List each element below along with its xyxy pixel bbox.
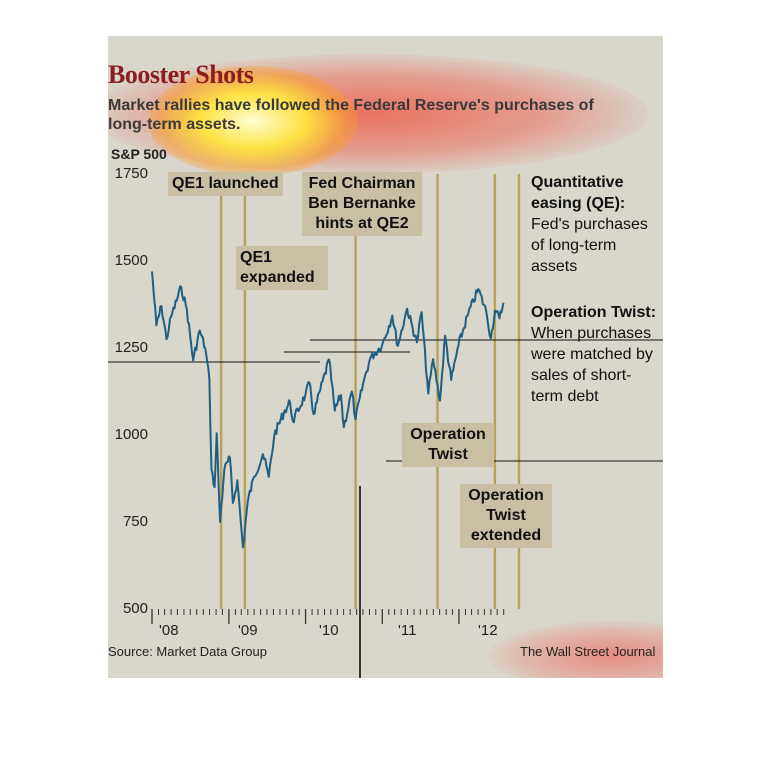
y-axis-label: S&P 500 [111,146,167,162]
chart-title: Booster Shots [108,60,254,89]
legend-twist-desc: When purchases were matched by sales of … [531,325,653,405]
publisher-credit: The Wall Street Journal [520,644,656,659]
series-line-sp500 [151,271,505,549]
annotation-qe1-launched: QE1 launched [168,172,283,196]
legend-qe-heading: Quantitative easing (QE): [531,174,626,212]
legend-twist-heading: Operation Twist: [531,304,657,321]
annotation-operation-twist-extended: Operation Twist extended [460,484,552,548]
legend-twist: Operation Twist: When purchases were mat… [531,302,659,407]
source-note: Source: Market Data Group [108,644,267,659]
x-tick-label: '09 [238,622,258,639]
x-tick-label: '12 [478,622,498,639]
legend-qe: Quantitative easing (QE): Fed's purchase… [531,172,659,277]
annotation-operation-twist: Operation Twist [402,423,494,467]
legend-qe-desc: Fed's purchases of long-term assets [531,216,648,275]
chart-subtitle: Market rallies have followed the Federal… [108,97,594,133]
annotation-bernanke-qe2: Fed Chairman Ben Bernanke hints at QE2 [302,172,422,236]
y-tick-label: 1750 [114,165,148,182]
y-tick-label: 1000 [114,426,148,443]
y-tick-label: 750 [122,513,148,530]
y-tick-label: 1250 [114,339,148,356]
y-tick-label: 500 [122,600,148,617]
x-tick-label: '10 [319,622,339,639]
x-tick-label: '11 [398,622,417,639]
x-tick-label: '08 [159,622,179,639]
y-tick-label: 1500 [114,252,148,269]
annotation-qe1-expanded: QE1 expanded [236,246,328,290]
